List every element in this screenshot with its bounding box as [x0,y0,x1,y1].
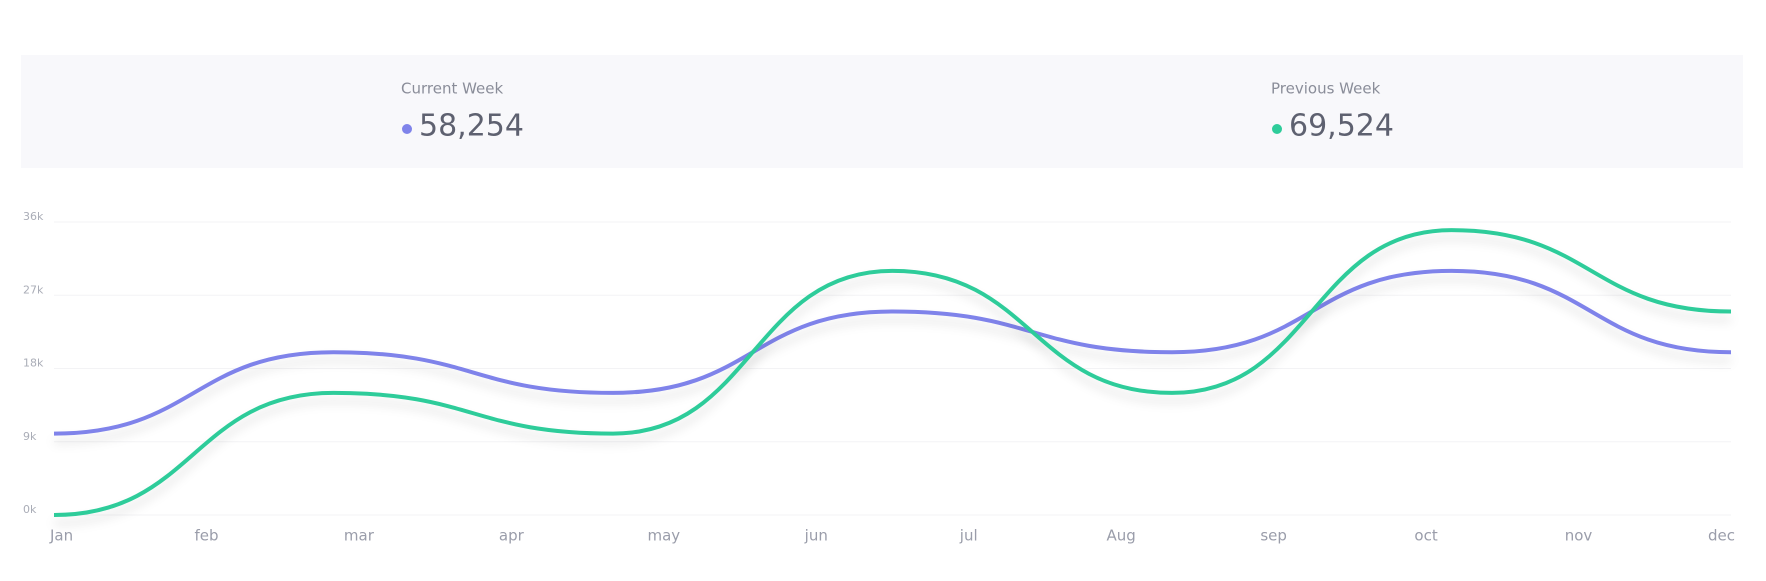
series-line [53,268,1732,436]
x-tick-label: may [647,527,680,545]
x-tick-label: sep [1260,527,1287,545]
stat-value: 58,254 [419,109,524,144]
stat-dot [1272,124,1282,134]
x-tick-label: apr [499,527,525,545]
series-line [53,228,1732,517]
stat-label: Current Week [401,80,504,98]
stat-value: 69,524 [1289,109,1394,144]
x-tick-label: Aug [1107,527,1136,545]
x-tick-label: jul [959,527,978,545]
stat-label: Previous Week [1271,80,1381,98]
x-tick-label: Jan [49,527,73,545]
y-tick-label: 18k [23,357,44,370]
y-tick-label: 27k [23,283,44,296]
x-tick-label: feb [194,527,218,545]
x-tick-label: nov [1565,527,1593,545]
x-tick-label: dec [1708,527,1735,545]
x-tick-label: jun [804,527,828,545]
stats-panel [21,55,1743,168]
x-tick-label: oct [1414,527,1437,545]
stat-dot [402,124,412,134]
y-tick-label: 0k [23,503,37,516]
y-tick-label: 9k [23,430,37,443]
y-tick-label: 36k [23,210,44,223]
x-tick-label: mar [344,527,375,545]
